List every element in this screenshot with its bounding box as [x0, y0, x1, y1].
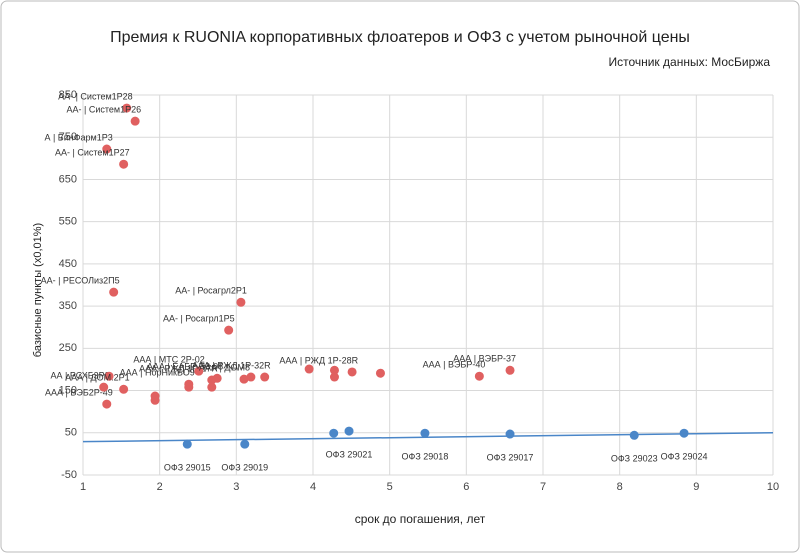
point-label: ААА | ЕАБР П3-08 [147, 362, 223, 372]
point-label: ОФЗ 29019 [221, 463, 268, 473]
point [184, 382, 194, 392]
point [329, 365, 339, 375]
point-label: АА- | Систем1Р28 [58, 91, 133, 101]
y-tick-label: 50 [65, 427, 77, 439]
point [304, 364, 314, 374]
point [246, 372, 256, 382]
point-label: ОФЗ 29018 [402, 452, 449, 462]
x-tick-label: 4 [310, 481, 316, 493]
point [102, 399, 112, 409]
point [122, 103, 132, 113]
x-tick-label: 7 [540, 481, 546, 493]
y-tick-label: 450 [59, 258, 77, 270]
point [375, 368, 385, 378]
point [679, 428, 689, 438]
point [224, 325, 234, 335]
point-label: АА- | Росагрл2Р1 [175, 286, 247, 296]
y-tick-label: 750 [59, 131, 77, 143]
point-label: ОФЗ 29024 [661, 452, 708, 462]
point [212, 373, 222, 383]
y-tick-label: 550 [59, 216, 77, 228]
point [347, 367, 357, 377]
point [505, 365, 515, 375]
point-label: АА- | Росагрл1Р5 [163, 314, 235, 324]
point-label: ОФЗ 29023 [611, 454, 658, 464]
chart-title: Премия к RUONIA корпоративных флоатеров … [110, 29, 690, 46]
trendline [82, 432, 774, 443]
point [329, 372, 339, 382]
point-label: ААА | МТС 2Р-02 [133, 355, 204, 365]
x-tick-label: 3 [233, 481, 239, 493]
point-label: ОФЗ 29017 [487, 452, 534, 462]
point [260, 372, 270, 382]
point [182, 439, 192, 449]
y-tick-label: 350 [59, 300, 77, 312]
chart-subtitle: Источник данных: МосБиржа [608, 55, 770, 69]
x-tick-label: 5 [387, 481, 393, 493]
x-axis-label: срок до погашения, лет [355, 512, 486, 526]
point [130, 116, 140, 126]
point [236, 297, 246, 307]
point-label: ААА | РЖД 1Р-32R [192, 360, 271, 370]
point-label: ААА | ВЭБР-37 [453, 354, 516, 364]
point [344, 426, 354, 436]
point-label: АА- | РЕСОЛиз2П5 [41, 276, 120, 286]
point [474, 371, 484, 381]
point-label: АА | РСХБ3Р3 [51, 371, 110, 381]
point [239, 374, 249, 384]
y-tick-label: 150 [59, 384, 77, 396]
point-label: ААА | ДОМ8 [199, 363, 250, 373]
point-label: АА- | Систем1Р27 [55, 148, 130, 158]
point [420, 428, 430, 438]
point-label: ААА | НорНикБО9 [120, 368, 195, 378]
y-tick-label: 250 [59, 342, 77, 354]
point-label: АА- | Систем1Р26 [67, 105, 142, 115]
point-label: ААА | РЖД 1Р-27R [139, 363, 218, 373]
point-label: ААА | ВЭБР-40 [423, 360, 486, 370]
point [150, 395, 160, 405]
point [329, 428, 339, 438]
y-tick-label: -50 [61, 469, 77, 481]
y-tick-label: 850 [59, 89, 77, 101]
x-tick-label: 1 [80, 481, 86, 493]
x-tick-label: 9 [693, 481, 699, 493]
point [119, 384, 129, 394]
point-label: ААА | ДОМ.2Р1 [65, 373, 129, 383]
point [240, 439, 250, 449]
point [194, 366, 204, 376]
point [207, 382, 217, 392]
point [109, 287, 119, 297]
point-label: ОФЗ 29021 [326, 449, 373, 459]
point [102, 144, 112, 154]
point [629, 430, 639, 440]
x-tick-label: 2 [157, 481, 163, 493]
y-axis-label: базисные пункты (х0,01%) [32, 223, 44, 357]
point-label: А | БинФарм1Р3 [44, 132, 112, 142]
point [99, 382, 109, 392]
point [119, 159, 129, 169]
point-label: ААА | ВЭБ2Р-49 [45, 387, 113, 397]
point-label: ААА | РЖД 1Р-28R [279, 355, 358, 365]
point-label: ОФЗ 29015 [164, 463, 211, 473]
point [505, 429, 515, 439]
y-tick-label: 650 [59, 173, 77, 185]
x-tick-label: 8 [617, 481, 623, 493]
x-tick-label: 10 [767, 481, 779, 493]
point [104, 371, 114, 381]
x-tick-label: 6 [463, 481, 469, 493]
